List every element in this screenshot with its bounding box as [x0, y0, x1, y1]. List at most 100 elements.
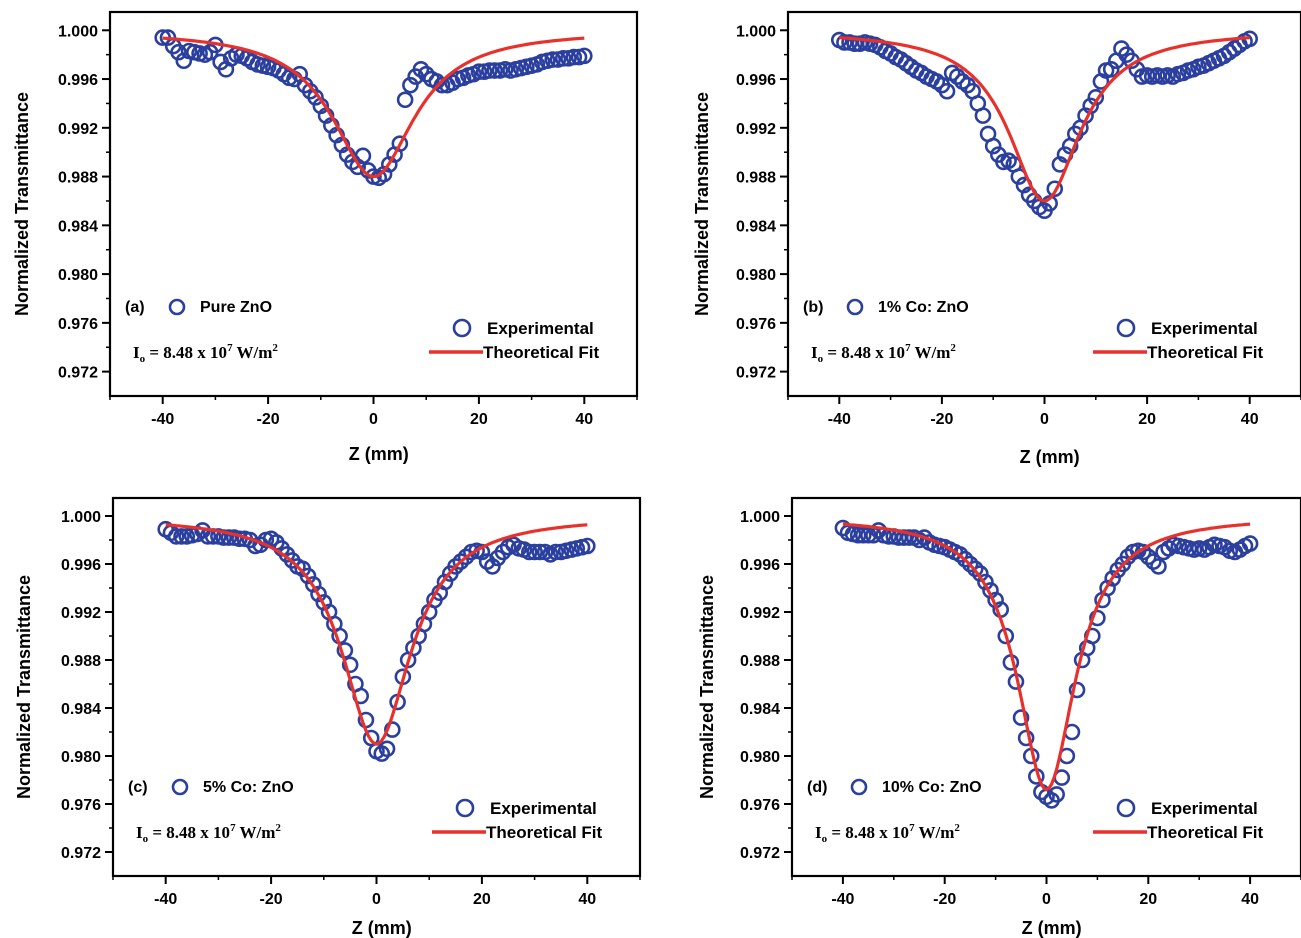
data-point: [452, 553, 470, 570]
data-point: [470, 63, 488, 81]
data-point: [846, 35, 863, 52]
data-point: [575, 47, 593, 65]
data-point: [578, 537, 596, 555]
data-point: [299, 567, 317, 585]
y-tick-label: 0.996: [736, 72, 776, 89]
data-point: [977, 573, 994, 591]
y-tick-label: 0.980: [61, 749, 101, 766]
fit-curve: [162, 36, 585, 179]
data-point: [1048, 786, 1065, 803]
data-point: [836, 34, 853, 51]
data-point: [526, 543, 543, 561]
y-tick-label: 0.976: [736, 316, 776, 333]
x-tick-label: -20: [930, 411, 953, 428]
intensity-unit: W/m: [236, 823, 276, 842]
x-tick-label: -20: [933, 891, 956, 908]
sample-marker: [168, 298, 186, 316]
data-point: [486, 62, 504, 79]
data-point: [436, 573, 454, 591]
data-point: [984, 137, 1002, 155]
data-point: [1068, 681, 1086, 699]
data-point: [1145, 553, 1162, 570]
intensity-subscript: o: [822, 833, 828, 845]
y-tick-label: 0.992: [58, 121, 98, 138]
data-point: [384, 721, 401, 738]
data-point: [402, 76, 419, 94]
fit-curve: [165, 523, 588, 746]
data-point: [974, 107, 992, 124]
data-point: [565, 48, 583, 66]
y-tick-label: 0.976: [61, 797, 101, 814]
intensity-annotation: Io = 8.48 x 107 W/m2: [815, 822, 960, 845]
data-point: [951, 546, 969, 563]
chart-panel-2: 0.972 0.976 0.980 0.984 0.988 0.992 0.996 1.000…: [692, 10, 1301, 467]
x-tick-label: 20: [470, 411, 488, 428]
y-tick-label: 0.996: [61, 557, 101, 574]
data-point: [373, 745, 391, 762]
data-point: [481, 62, 498, 79]
data-point: [961, 555, 979, 573]
x-tick-label: 20: [473, 891, 491, 908]
sample-marker: [171, 778, 189, 796]
data-point: [220, 529, 238, 546]
data-point: [1140, 548, 1157, 566]
intensity-symbol: I: [811, 343, 818, 362]
y-tick-label: 0.984: [740, 701, 780, 718]
x-tick-label: 0: [1042, 891, 1051, 908]
data-point: [170, 43, 187, 61]
y-tick-label: 0.980: [736, 267, 776, 284]
legend-experimental-label: Experimental: [490, 799, 597, 818]
legend-fit-label: Theoretical Fit: [483, 343, 600, 362]
intensity-symbol: I: [815, 823, 822, 842]
x-tick-label: -40: [828, 411, 851, 428]
x-tick-label: -40: [831, 891, 854, 908]
data-point: [1017, 729, 1035, 747]
intensity-exponent: 7: [909, 822, 915, 834]
y-tick-label: 0.976: [740, 797, 780, 814]
intensity-exponent: 7: [905, 342, 911, 354]
y-axis-title: Normalized Transmittance: [692, 92, 712, 316]
legend-experimental-marker: [452, 318, 472, 338]
data-point: [521, 543, 538, 561]
intensity-exponent: 7: [230, 822, 236, 834]
x-axis-title: Z (mm): [1020, 447, 1080, 467]
y-tick-label: 0.992: [740, 605, 780, 622]
intensity-symbol: I: [133, 343, 140, 362]
y-axis-title: Normalized Transmittance: [697, 575, 717, 799]
y-tick-label: 1.000: [740, 509, 780, 526]
y-tick-label: 0.980: [58, 267, 98, 284]
data-point: [341, 656, 359, 674]
y-axis-title: Normalized Transmittance: [14, 575, 34, 799]
x-tick-label: 40: [1241, 411, 1259, 428]
y-axis-title: Normalized Transmittance: [12, 92, 32, 316]
data-point: [972, 565, 989, 582]
data-point: [547, 543, 564, 561]
chart-panel-1: 0.972 0.976 0.980 0.984 0.988 0.992 0.996 1.000…: [12, 10, 639, 464]
intensity-unit: W/m: [911, 343, 951, 362]
data-point: [1012, 709, 1030, 726]
sample-label: 5% Co: ZnO: [203, 779, 294, 796]
data-point: [1102, 60, 1120, 78]
data-point: [396, 91, 414, 109]
data-point: [310, 585, 327, 603]
legend-fit-label: Theoretical Fit: [486, 823, 603, 842]
data-point: [1099, 579, 1116, 597]
panel-label: (c): [128, 779, 148, 796]
sample-label: Pure ZnO: [200, 299, 272, 316]
intensity-unit-exponent: 2: [954, 822, 960, 834]
sample-label: 10% Co: ZnO: [882, 779, 982, 796]
fit-curve: [842, 522, 1251, 792]
x-tick-label: 40: [575, 411, 593, 428]
x-tick-label: 0: [369, 411, 378, 428]
x-tick-label: -20: [257, 411, 280, 428]
legend-fit-label: Theoretical Fit: [1147, 823, 1264, 842]
chart-panel-4: 0.972 0.976 0.980 0.984 0.988 0.992 0.996 1.000…: [697, 496, 1301, 938]
data-point: [531, 543, 549, 561]
y-tick-label: 0.972: [61, 845, 101, 862]
data-point: [956, 550, 974, 568]
y-tick-label: 1.000: [58, 23, 98, 40]
sample-marker: [846, 298, 864, 316]
x-axis-title: Z (mm): [352, 918, 412, 938]
x-tick-label: -40: [151, 411, 174, 428]
